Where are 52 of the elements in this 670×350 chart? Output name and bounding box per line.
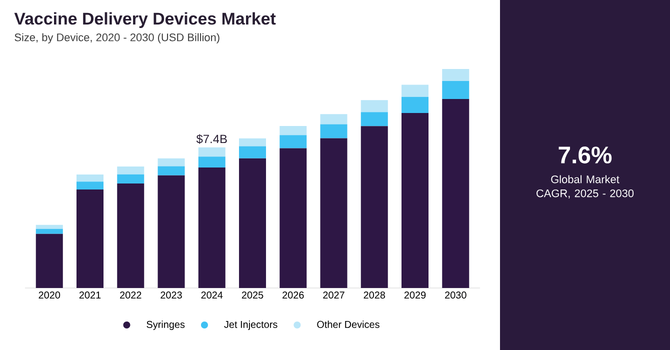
x-tick-label: 2029	[404, 292, 426, 299]
bar	[117, 184, 144, 288]
legend-label: Syringes	[146, 320, 185, 330]
x-tick-label: 2030	[445, 292, 466, 299]
bar	[280, 135, 307, 148]
x-tick-label: 2026	[282, 292, 304, 299]
bar	[158, 175, 185, 288]
bar	[36, 234, 63, 288]
bar	[402, 113, 429, 288]
bar	[239, 138, 266, 146]
bar	[117, 166, 144, 174]
x-tick-label: 2025	[242, 292, 264, 299]
bar	[76, 182, 104, 190]
bar	[442, 99, 470, 288]
x-tick-label: 2023	[160, 292, 182, 299]
bar	[36, 224, 63, 229]
bar	[320, 138, 348, 288]
text: 7.6%	[558, 146, 612, 164]
bar	[198, 168, 226, 288]
bar	[280, 148, 307, 288]
bar	[158, 166, 185, 176]
bar	[320, 124, 348, 138]
bar	[280, 126, 307, 136]
bar	[239, 158, 266, 288]
bar	[320, 114, 348, 124]
x-tick-label: 2027	[323, 292, 344, 299]
bar	[36, 228, 63, 234]
bar	[198, 156, 226, 168]
chart-subtitle: Size, by Device, 2020 - 2030 (USD Billion)	[14, 33, 220, 44]
x-tick-label: 2021	[79, 292, 101, 299]
bar	[442, 68, 470, 82]
legend-label: Other Devices	[317, 320, 380, 328]
bar	[239, 146, 266, 158]
bar	[442, 81, 470, 99]
text: Global Market CAGR, 2025 - 2030	[536, 175, 634, 198]
annotation: $7.4B	[196, 134, 227, 144]
x-tick-label: 2022	[120, 292, 142, 299]
bar	[117, 174, 144, 184]
bar	[158, 158, 185, 166]
bar	[360, 126, 388, 288]
x-tick-label: 2024	[201, 292, 223, 299]
bar	[198, 147, 226, 157]
bar	[76, 189, 104, 288]
bar	[360, 112, 388, 126]
chart-title: Vaccine Delivery Devices Market	[14, 12, 276, 28]
bar	[402, 96, 429, 114]
bar	[76, 174, 104, 182]
bar	[360, 100, 388, 112]
bar	[402, 84, 429, 97]
legend-label: Jet Injectors	[224, 320, 278, 330]
x-tick-label: 2028	[364, 292, 386, 299]
x-tick-label: 2020	[38, 292, 60, 299]
